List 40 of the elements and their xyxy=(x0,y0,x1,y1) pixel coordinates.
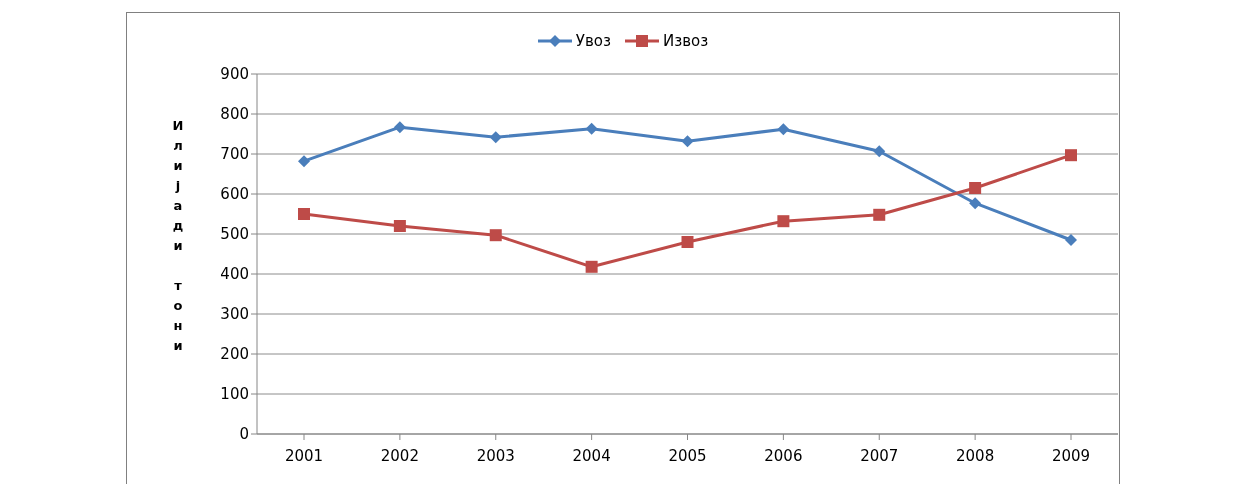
point xyxy=(1065,234,1077,246)
text: Илијади тони xyxy=(172,118,184,353)
point xyxy=(298,155,310,168)
x-tick-label: 2004 xyxy=(572,446,611,465)
y-tick-label: 400 xyxy=(220,265,249,284)
y-tick-label: 100 xyxy=(220,385,249,404)
point xyxy=(298,208,310,220)
point xyxy=(585,260,598,273)
legend-label: Увоз xyxy=(574,32,611,50)
y-tick-label: 300 xyxy=(220,305,249,324)
y-tick-label: 500 xyxy=(220,225,249,244)
point xyxy=(681,236,694,248)
y-tick-label: 200 xyxy=(220,345,249,364)
point xyxy=(1065,149,1077,162)
point xyxy=(393,121,406,134)
x-tick-label: 2001 xyxy=(284,446,324,465)
point xyxy=(393,220,406,232)
x-tick-label: 2003 xyxy=(476,446,515,465)
legend-label: Извоз xyxy=(661,32,709,50)
point xyxy=(969,197,982,210)
point xyxy=(777,215,790,228)
point xyxy=(681,135,694,148)
y-tick-label: 800 xyxy=(220,105,249,124)
y-tick-label: 900 xyxy=(220,65,249,84)
point xyxy=(873,145,886,158)
x-tick-label: 2006 xyxy=(764,446,803,465)
x-tick-label: 2008 xyxy=(956,446,995,465)
point xyxy=(873,208,886,221)
y-tick-label: 600 xyxy=(220,185,249,204)
y-tick-label: 0 xyxy=(239,425,249,444)
point xyxy=(585,122,598,135)
x-tick-label: 2007 xyxy=(860,446,899,465)
x-tick-label: 2009 xyxy=(1051,446,1091,465)
point xyxy=(489,131,502,144)
point xyxy=(777,123,790,136)
x-tick-label: 2002 xyxy=(380,446,419,465)
point xyxy=(969,182,982,194)
point xyxy=(489,229,502,242)
y-tick-label: 700 xyxy=(220,145,249,164)
x-tick-label: 2005 xyxy=(668,446,707,465)
